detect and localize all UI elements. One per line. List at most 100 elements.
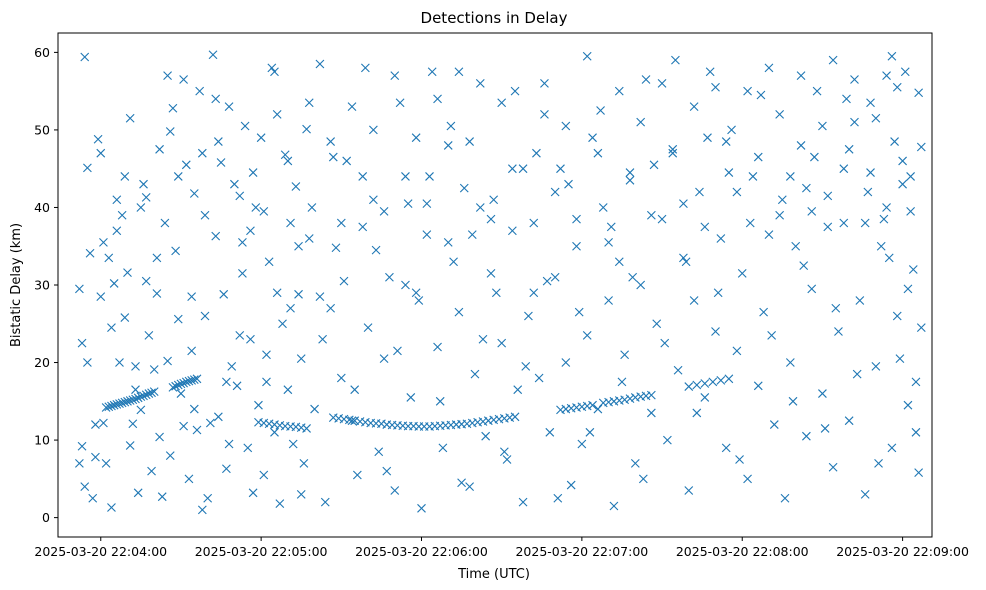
data-point-marker xyxy=(689,102,699,112)
data-point-marker xyxy=(179,421,189,431)
data-point-marker xyxy=(350,385,360,395)
data-point-marker xyxy=(625,168,635,177)
data-point-marker xyxy=(259,470,269,480)
data-point-marker xyxy=(85,248,95,258)
data-point-marker xyxy=(898,156,907,166)
data-point-marker xyxy=(572,214,581,224)
data-point-marker xyxy=(91,420,100,429)
data-point-marker xyxy=(852,369,862,379)
data-point-marker xyxy=(267,63,277,73)
data-point-marker xyxy=(700,379,710,388)
data-point-marker xyxy=(358,222,368,232)
data-point-marker xyxy=(796,71,806,81)
data-point-marker xyxy=(684,382,694,391)
data-point-marker xyxy=(903,400,913,410)
data-point-marker xyxy=(914,468,924,478)
data-point-marker xyxy=(777,195,787,205)
data-point-marker xyxy=(497,98,507,108)
data-point-marker xyxy=(371,245,381,255)
data-point-marker xyxy=(606,222,616,232)
data-point-marker xyxy=(617,377,627,387)
data-point-marker xyxy=(272,288,282,298)
data-point-marker xyxy=(507,226,517,236)
data-point-marker xyxy=(88,493,98,503)
data-point-marker xyxy=(593,404,603,414)
data-point-marker xyxy=(390,71,400,81)
data-point-marker xyxy=(807,206,817,216)
data-point-marker xyxy=(692,408,702,418)
data-point-marker xyxy=(801,431,811,441)
data-point-marker xyxy=(280,150,290,160)
data-point-marker xyxy=(251,203,261,212)
data-point-marker xyxy=(173,314,183,324)
data-point-marker xyxy=(708,377,718,387)
data-point-marker xyxy=(136,203,146,212)
data-point-marker xyxy=(115,358,124,367)
data-point-marker xyxy=(395,98,405,108)
data-point-marker xyxy=(374,447,384,457)
data-point-marker xyxy=(609,501,619,511)
data-point-marker xyxy=(104,402,114,412)
data-point-marker xyxy=(545,427,555,437)
data-point-marker xyxy=(307,203,317,212)
data-point-marker xyxy=(646,210,656,220)
data-point-marker xyxy=(264,257,274,267)
y-tick-label: 20 xyxy=(34,355,50,370)
data-point-marker xyxy=(775,210,785,220)
data-point-marker xyxy=(791,241,801,251)
data-point-marker xyxy=(510,86,520,96)
data-point-marker xyxy=(401,172,410,181)
data-point-marker xyxy=(200,311,210,321)
data-point-marker xyxy=(534,373,544,383)
data-point-marker xyxy=(521,362,531,371)
data-point-marker xyxy=(291,182,301,191)
data-point-marker xyxy=(732,187,742,197)
data-point-marker xyxy=(743,86,752,96)
data-point-marker xyxy=(465,137,474,146)
data-point-marker xyxy=(213,412,223,422)
data-point-marker xyxy=(342,156,352,166)
data-point-marker xyxy=(414,296,424,305)
data-point-marker xyxy=(125,396,135,405)
data-point-marker xyxy=(657,79,667,88)
data-point-marker xyxy=(131,385,140,395)
data-point-marker xyxy=(168,103,178,113)
data-point-marker xyxy=(203,493,213,503)
data-point-marker xyxy=(99,237,108,247)
data-point-marker xyxy=(906,172,916,181)
data-point-marker xyxy=(339,276,349,286)
data-point-marker xyxy=(556,164,565,174)
data-point-marker xyxy=(433,342,442,352)
data-point-marker xyxy=(834,327,843,336)
data-point-marker xyxy=(240,121,250,131)
data-point-marker xyxy=(112,195,122,205)
data-point-marker xyxy=(646,408,656,418)
data-point-marker xyxy=(839,164,849,174)
data-point-marker xyxy=(411,133,421,143)
data-point-marker xyxy=(663,435,672,445)
data-point-marker xyxy=(358,172,368,181)
data-point-marker xyxy=(818,389,827,398)
data-point-marker xyxy=(823,191,833,201)
data-point-marker xyxy=(759,307,769,317)
data-point-marker xyxy=(900,67,910,77)
data-point-marker xyxy=(839,218,849,228)
data-point-marker xyxy=(764,230,774,239)
data-point-marker xyxy=(147,388,156,398)
data-point-marker xyxy=(529,288,539,298)
data-point-marker xyxy=(652,319,662,329)
data-point-marker xyxy=(176,379,186,389)
data-point-marker xyxy=(903,284,913,294)
data-point-marker xyxy=(163,356,172,366)
data-point-marker xyxy=(481,431,491,441)
data-point-marker xyxy=(93,134,103,144)
data-point-marker xyxy=(163,71,172,81)
x-tick-label: 2025-03-20 22:07:00 xyxy=(515,544,648,559)
data-point-marker xyxy=(360,63,370,73)
data-point-marker xyxy=(197,505,207,515)
data-point-marker xyxy=(524,311,533,321)
data-point-marker xyxy=(120,397,130,407)
data-point-marker xyxy=(112,400,122,409)
data-point-marker xyxy=(756,90,766,100)
data-point-marker xyxy=(211,231,221,241)
